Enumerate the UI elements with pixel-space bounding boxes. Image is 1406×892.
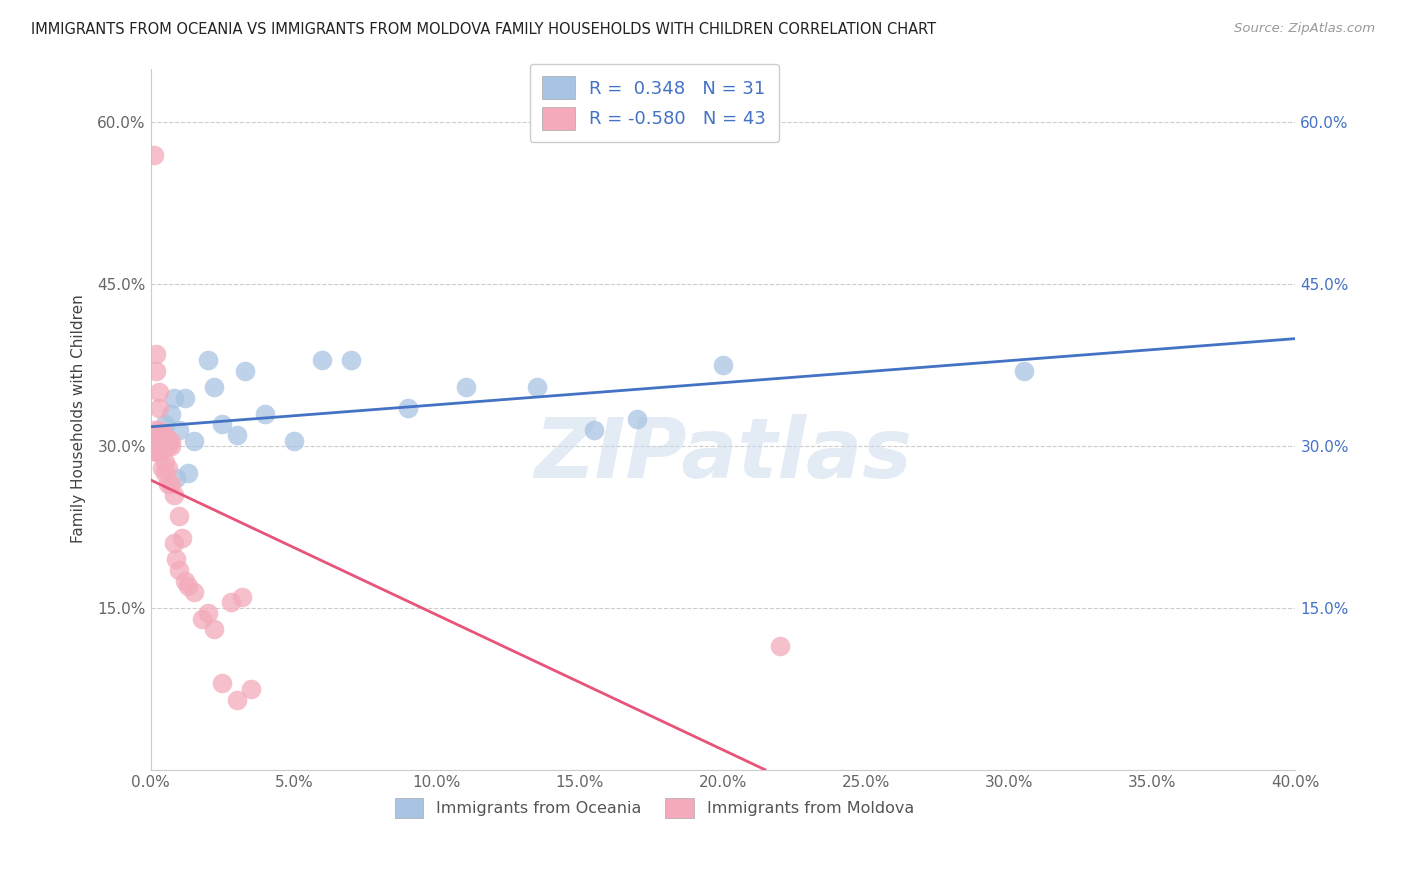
- Text: ZIPatlas: ZIPatlas: [534, 414, 912, 495]
- Text: IMMIGRANTS FROM OCEANIA VS IMMIGRANTS FROM MOLDOVA FAMILY HOUSEHOLDS WITH CHILDR: IMMIGRANTS FROM OCEANIA VS IMMIGRANTS FR…: [31, 22, 936, 37]
- Point: [183, 434, 205, 448]
- Point: [150, 439, 173, 453]
- Point: [396, 401, 419, 416]
- Legend: Immigrants from Oceania, Immigrants from Moldova: Immigrants from Oceania, Immigrants from…: [388, 791, 921, 825]
- Point: [142, 444, 165, 458]
- Point: [153, 439, 176, 453]
- Point: [191, 612, 214, 626]
- Point: [148, 444, 170, 458]
- Point: [148, 385, 170, 400]
- Point: [183, 584, 205, 599]
- Point: [626, 412, 648, 426]
- Point: [145, 444, 167, 458]
- Point: [177, 466, 200, 480]
- Point: [156, 460, 179, 475]
- Point: [197, 606, 219, 620]
- Point: [148, 401, 170, 416]
- Point: [142, 148, 165, 162]
- Point: [166, 552, 188, 566]
- Point: [311, 352, 333, 367]
- Point: [340, 352, 363, 367]
- Point: [148, 444, 170, 458]
- Point: [153, 428, 176, 442]
- Point: [711, 358, 734, 372]
- Point: [159, 439, 181, 453]
- Point: [159, 476, 181, 491]
- Point: [174, 391, 197, 405]
- Point: [142, 423, 165, 437]
- Point: [254, 407, 277, 421]
- Point: [239, 681, 262, 696]
- Point: [156, 434, 179, 448]
- Point: [211, 676, 233, 690]
- Point: [156, 439, 179, 453]
- Point: [202, 623, 225, 637]
- Point: [150, 428, 173, 442]
- Point: [172, 531, 194, 545]
- Point: [145, 428, 167, 442]
- Point: [145, 363, 167, 377]
- Point: [169, 423, 191, 437]
- Text: Source: ZipAtlas.com: Source: ZipAtlas.com: [1234, 22, 1375, 36]
- Point: [211, 417, 233, 432]
- Point: [159, 434, 181, 448]
- Point: [145, 347, 167, 361]
- Point: [153, 428, 176, 442]
- Point: [219, 595, 242, 609]
- Point: [153, 455, 176, 469]
- Point: [169, 509, 191, 524]
- Point: [202, 380, 225, 394]
- Point: [159, 407, 181, 421]
- Point: [1012, 363, 1035, 377]
- Point: [150, 428, 173, 442]
- Point: [162, 487, 184, 501]
- Y-axis label: Family Households with Children: Family Households with Children: [72, 294, 86, 543]
- Point: [148, 423, 170, 437]
- Point: [156, 476, 179, 491]
- Point: [142, 444, 165, 458]
- Point: [177, 579, 200, 593]
- Point: [197, 352, 219, 367]
- Point: [153, 466, 176, 480]
- Point: [769, 639, 792, 653]
- Point: [174, 574, 197, 588]
- Point: [145, 434, 167, 448]
- Point: [283, 434, 305, 448]
- Point: [169, 563, 191, 577]
- Point: [225, 692, 247, 706]
- Point: [233, 363, 256, 377]
- Point: [526, 380, 548, 394]
- Point: [142, 444, 165, 458]
- Point: [150, 460, 173, 475]
- Point: [162, 536, 184, 550]
- Point: [153, 417, 176, 432]
- Point: [231, 590, 253, 604]
- Point: [583, 423, 606, 437]
- Point: [225, 428, 247, 442]
- Point: [162, 391, 184, 405]
- Point: [166, 471, 188, 485]
- Point: [454, 380, 477, 394]
- Point: [150, 444, 173, 458]
